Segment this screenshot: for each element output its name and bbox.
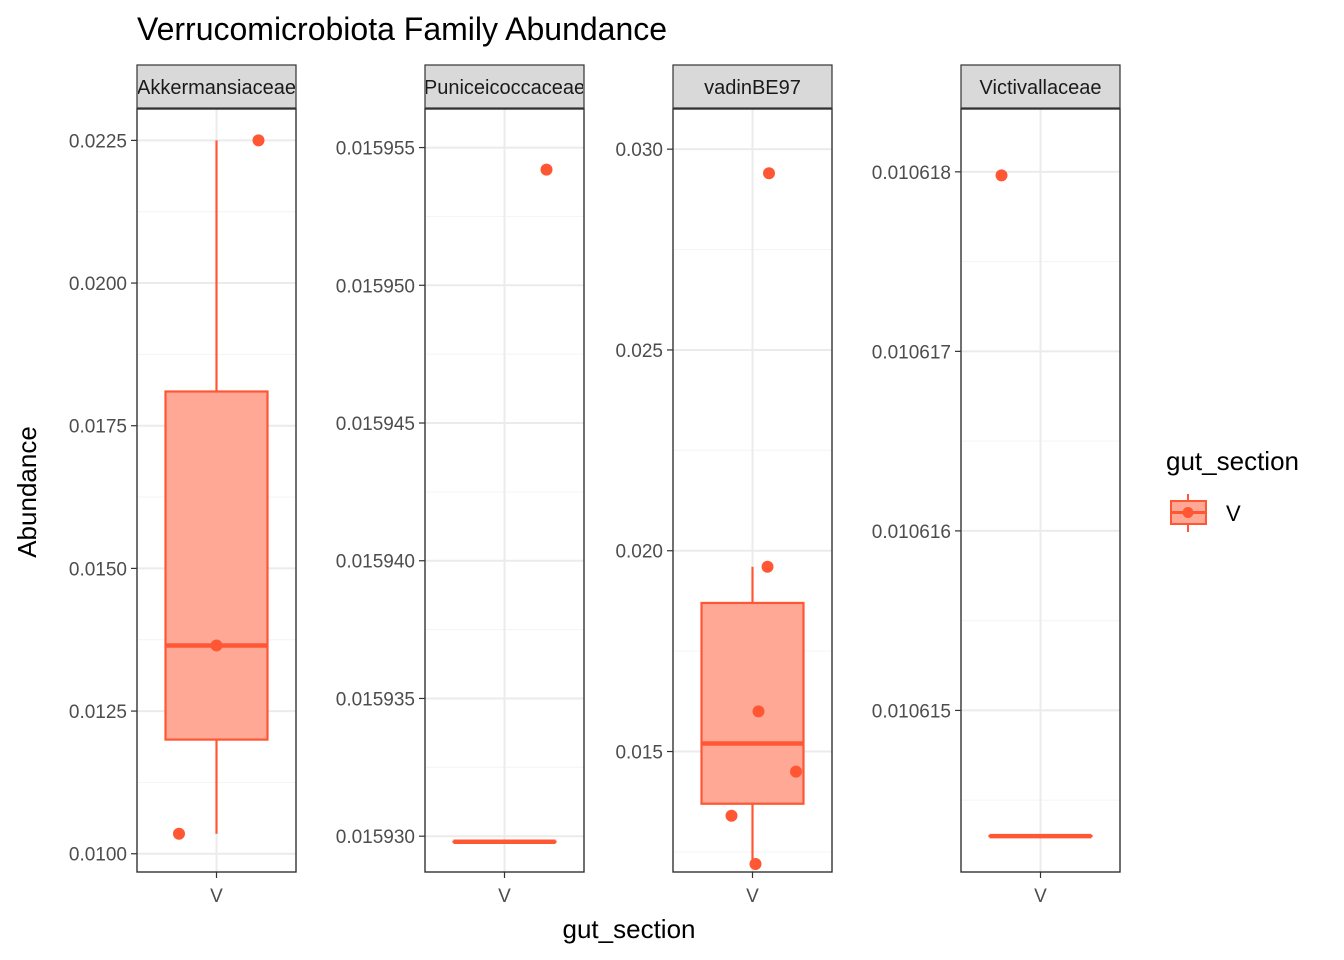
- y-tick-label: 0.015955: [336, 139, 415, 160]
- box: [164, 390, 269, 741]
- y-tick-label: 0.015935: [336, 689, 415, 710]
- y-tick-label: 0.015930: [336, 827, 415, 848]
- data-point: [761, 560, 774, 573]
- facet-marks: [164, 134, 269, 840]
- y-tick-label: 0.0175: [69, 417, 127, 438]
- data-point: [252, 134, 265, 147]
- y-tick-label: 0.025: [615, 341, 663, 362]
- chart-title: Verrucomicrobiota Family Abundance: [137, 11, 667, 47]
- x-tick-label: V: [210, 886, 223, 907]
- facet-strip-label: vadinBE97: [704, 77, 801, 99]
- y-tick-label: 0.010616: [872, 522, 951, 543]
- y-tick-label: 0.0225: [69, 131, 127, 152]
- x-tick-label: V: [1034, 886, 1047, 907]
- data-point: [763, 167, 775, 180]
- facet-panel-0: Akkermansiaceae 0.0100 0.0125 0.0150 0.0175 0…: [69, 64, 297, 907]
- facet-marks: [988, 169, 1093, 839]
- y-tick-label: 0.015950: [336, 276, 415, 297]
- y-tick-label: 0.0200: [69, 274, 127, 295]
- y-tick-label: 0.010617: [872, 342, 951, 363]
- facet-strip-label: Akkermansiaceae: [137, 77, 296, 99]
- y-tick-label: 0.010615: [872, 701, 951, 722]
- y-tick-label: 0.0100: [69, 845, 127, 866]
- data-point: [210, 639, 223, 652]
- x-tick-label: V: [746, 886, 759, 907]
- y-tick-label: 0.020: [615, 542, 663, 563]
- y-axis-title: Abundance: [12, 426, 42, 558]
- y-tick-label: 0.0125: [69, 702, 127, 723]
- data-point: [173, 827, 185, 840]
- facet-panel-1: Puniceicoccaceae 0.015930 0.015935 0.015940…: [336, 64, 585, 907]
- data-point: [725, 809, 738, 822]
- data-point: [995, 169, 1008, 182]
- legend-label-v: V: [1226, 501, 1241, 526]
- y-tick-label: 0.010618: [872, 163, 951, 184]
- facet-strip: [672, 64, 833, 109]
- gridlines: [961, 109, 1120, 872]
- y-tick-label: 0.015: [615, 743, 663, 764]
- facet-panel-3: Victivallaceae 0.010615 0.010616 0.010617 0.…: [872, 64, 1121, 907]
- y-tick-label: 0.015940: [336, 552, 415, 573]
- facet-strip: [136, 64, 297, 109]
- facet-strip: [424, 64, 585, 109]
- y-tick-label: 0.0150: [69, 559, 127, 580]
- data-point: [540, 163, 553, 176]
- facet-panel-2: vadinBE97 0.015 0.020 0.025 0.030 V: [615, 64, 833, 907]
- facet-marks: [452, 163, 557, 844]
- facet-panels: Akkermansiaceae 0.0100 0.0125 0.0150 0.0175 0…: [69, 64, 1121, 907]
- data-point: [752, 705, 765, 718]
- y-tick-label: 0.015945: [336, 414, 415, 435]
- data-point: [790, 765, 802, 778]
- legend-key-point: [1182, 507, 1194, 518]
- legend-key: [1170, 494, 1207, 532]
- box: [700, 601, 805, 805]
- y-tick-label: 0.030: [615, 140, 663, 161]
- x-axis-title: gut_section: [563, 914, 696, 944]
- facet-strip: [960, 64, 1121, 109]
- gridlines: [425, 109, 584, 872]
- legend: gut_section V: [1166, 446, 1299, 532]
- facet-strip-label: Victivallaceae: [980, 77, 1102, 99]
- facet-marks: [700, 167, 805, 870]
- data-point: [749, 857, 762, 870]
- facet-strip-label: Puniceicoccaceae: [424, 77, 585, 99]
- legend-title: gut_section: [1166, 446, 1299, 476]
- x-tick-label: V: [498, 886, 511, 907]
